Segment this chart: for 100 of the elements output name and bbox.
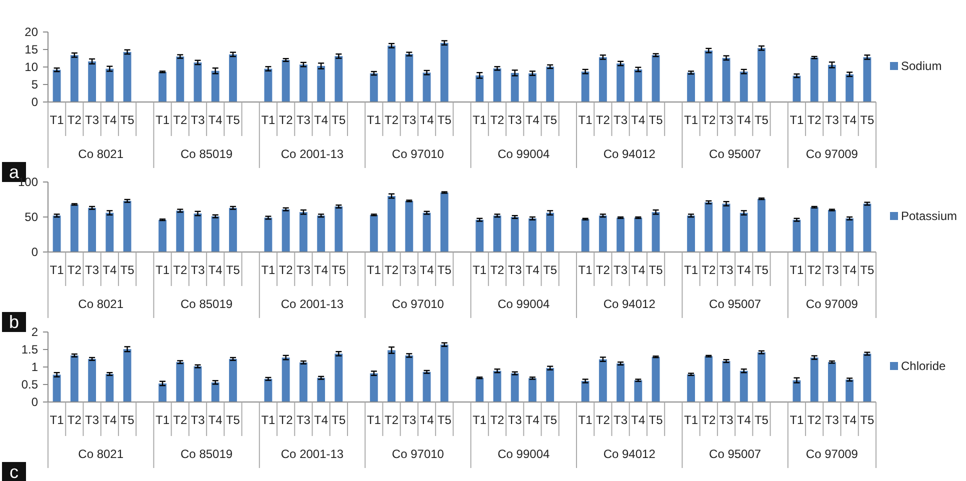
y-tick-label: 0 bbox=[31, 245, 38, 260]
category-label: T2 bbox=[702, 263, 716, 277]
category-label: T1 bbox=[790, 413, 804, 427]
bar bbox=[863, 354, 872, 402]
bar bbox=[510, 217, 519, 252]
bar bbox=[334, 56, 343, 102]
text: Co 94012 bbox=[603, 447, 656, 461]
category-label: T5 bbox=[226, 113, 240, 127]
bar bbox=[299, 362, 308, 402]
bar bbox=[634, 69, 642, 102]
y-tick-label: 0 bbox=[31, 95, 38, 110]
category-label: T4 bbox=[525, 263, 540, 277]
bar bbox=[704, 202, 713, 252]
bar bbox=[317, 378, 326, 402]
bar bbox=[846, 218, 854, 252]
category-label: T2 bbox=[278, 263, 293, 277]
bar bbox=[264, 68, 272, 102]
bar bbox=[476, 220, 484, 252]
category-label: T3 bbox=[614, 263, 628, 277]
text: Co 2001-13 bbox=[280, 447, 344, 461]
text: Co 94012 bbox=[603, 147, 656, 161]
category-label: T5 bbox=[754, 413, 768, 427]
category-label: T4 bbox=[208, 263, 222, 277]
text: Co 95007 bbox=[709, 147, 762, 161]
bar bbox=[211, 70, 220, 102]
category-label: T1 bbox=[472, 113, 487, 127]
category-label: T1 bbox=[684, 413, 698, 427]
category-label: T2 bbox=[807, 413, 822, 427]
bar bbox=[704, 356, 713, 402]
category-label: T1 bbox=[261, 113, 276, 127]
text: Co 97010 bbox=[392, 147, 444, 161]
category-label: T1 bbox=[366, 413, 381, 427]
bar bbox=[388, 350, 396, 402]
category-label: T1 bbox=[156, 413, 170, 427]
category-label: T4 bbox=[736, 113, 751, 127]
bar bbox=[440, 192, 448, 252]
bar bbox=[282, 358, 290, 402]
category-label: T1 bbox=[684, 263, 698, 277]
category-label: T1 bbox=[366, 263, 381, 277]
bar bbox=[388, 46, 396, 102]
bar bbox=[493, 68, 502, 102]
category-label: T5 bbox=[754, 263, 768, 277]
y-tick-label: 15 bbox=[24, 42, 38, 57]
category-label: T4 bbox=[842, 113, 857, 127]
bar bbox=[810, 358, 818, 402]
bar bbox=[758, 198, 766, 252]
bar bbox=[652, 212, 660, 252]
bar bbox=[106, 374, 114, 402]
category-label: T5 bbox=[543, 113, 558, 127]
category-label: T1 bbox=[472, 263, 487, 277]
text: Co 94012 bbox=[603, 297, 656, 311]
category-label: T2 bbox=[384, 113, 399, 127]
category-label: T2 bbox=[596, 263, 610, 277]
category-label: T5 bbox=[120, 263, 134, 277]
category-label: T1 bbox=[261, 263, 276, 277]
bar bbox=[546, 212, 554, 252]
bar bbox=[722, 58, 730, 102]
bar bbox=[123, 200, 132, 252]
text: Co 99004 bbox=[498, 297, 550, 311]
category-label: T4 bbox=[102, 413, 117, 427]
bar bbox=[476, 378, 484, 402]
legend-label: Chloride bbox=[901, 359, 946, 374]
category-label: T4 bbox=[420, 263, 434, 277]
bar bbox=[158, 383, 166, 402]
category-label: T5 bbox=[543, 413, 558, 427]
bar bbox=[405, 355, 414, 402]
category-label: T4 bbox=[631, 263, 646, 277]
bar bbox=[158, 72, 166, 102]
text: Co 85019 bbox=[180, 447, 233, 461]
category-label: T1 bbox=[578, 263, 592, 277]
text: Co 99004 bbox=[498, 447, 550, 461]
legend-label: Potassium bbox=[901, 209, 958, 224]
bar bbox=[106, 68, 114, 102]
bar bbox=[282, 60, 290, 102]
text: Co 97010 bbox=[392, 447, 444, 461]
text: Co 97009 bbox=[806, 297, 858, 311]
bar bbox=[88, 208, 96, 252]
category-label: T3 bbox=[402, 113, 416, 127]
category-label: T2 bbox=[807, 263, 822, 277]
text: Co 2001-13 bbox=[280, 147, 344, 161]
category-label: T5 bbox=[648, 413, 663, 427]
text: Co 8021 bbox=[78, 147, 124, 161]
category-label: T5 bbox=[860, 413, 874, 427]
y-tick-label: 0 bbox=[31, 395, 38, 410]
category-label: T3 bbox=[719, 263, 734, 277]
text: Co 8021 bbox=[78, 447, 124, 461]
category-label: T5 bbox=[120, 113, 134, 127]
category-label: T2 bbox=[278, 413, 293, 427]
category-label: T5 bbox=[648, 263, 663, 277]
bar bbox=[370, 214, 378, 252]
category-label: T2 bbox=[384, 413, 399, 427]
category-label: T3 bbox=[402, 263, 416, 277]
category-label: T2 bbox=[384, 263, 399, 277]
bar bbox=[52, 374, 61, 402]
category-label: T5 bbox=[437, 113, 452, 127]
bar bbox=[704, 50, 713, 102]
category-label: T1 bbox=[790, 113, 804, 127]
bar bbox=[88, 61, 96, 102]
bar bbox=[422, 72, 431, 102]
bar bbox=[687, 374, 695, 402]
